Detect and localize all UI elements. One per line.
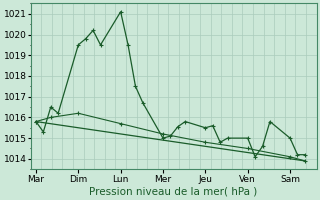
X-axis label: Pression niveau de la mer( hPa ): Pression niveau de la mer( hPa ) bbox=[90, 187, 258, 197]
